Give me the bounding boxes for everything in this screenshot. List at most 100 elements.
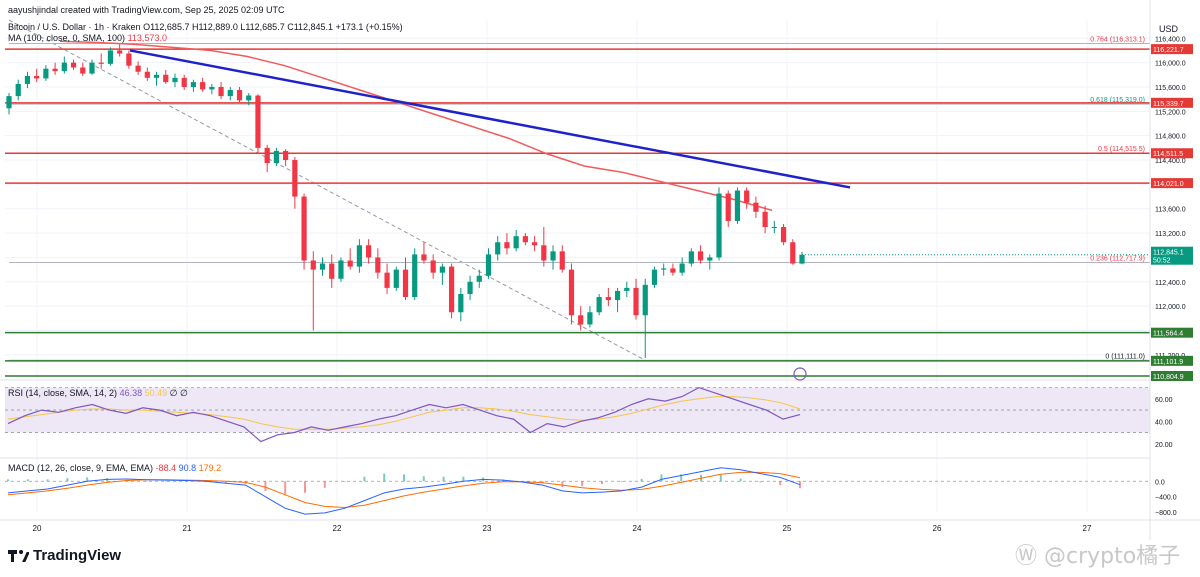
candle-body	[661, 268, 667, 270]
current-price-tag	[1151, 246, 1193, 265]
macd-histogram-bar	[759, 481, 762, 483]
countdown-label: 50:52	[1153, 258, 1171, 265]
candle-body	[568, 269, 575, 316]
candle-body	[642, 284, 648, 316]
tradingview-logo-text: TradingView	[33, 547, 122, 564]
macd-histogram-bar	[739, 478, 742, 482]
symbol-title[interactable]: Bitcoin / U.S. Dollar · 1h · Kraken	[8, 22, 141, 32]
candle-body	[651, 269, 658, 285]
candle-body	[393, 269, 399, 288]
macd-histogram-bar	[304, 481, 306, 493]
candle-body	[236, 90, 243, 101]
watermark: Ⓦ @crypto橘子	[1015, 544, 1181, 569]
fib-level-label: 0.618 (115,319.0)	[1090, 97, 1145, 104]
candle-body	[310, 260, 316, 270]
time-axis[interactable]: 20 21 22 23 24 25 26 27	[33, 524, 1092, 533]
support-price-tag	[1151, 327, 1193, 338]
candle-body	[550, 251, 556, 261]
macd-histogram-bar	[680, 474, 683, 482]
macd-histogram-bar	[343, 481, 346, 483]
macd-histogram-bar	[26, 479, 29, 482]
fib-level-label: 0.5 (114,515.5)	[1098, 146, 1145, 153]
candle-body	[283, 150, 289, 161]
candle-body	[384, 272, 390, 288]
candle-body	[587, 312, 593, 325]
macd-histogram-bar	[185, 481, 188, 482]
y-tick-label: 113,600.0	[1155, 207, 1186, 214]
tradingview-logo[interactable]: TradingView	[8, 547, 121, 564]
candle-body	[799, 254, 805, 264]
fib-level-label: 0 (111,111.0)	[1105, 353, 1145, 360]
macd-y-tick-label: −400.0	[1155, 495, 1177, 502]
y-tick-label: 115,600.0	[1155, 85, 1186, 92]
candle-body	[780, 227, 787, 243]
candle-body	[356, 245, 362, 267]
x-tick-label: 25	[783, 524, 792, 533]
y-tick-label: 114,800.0	[1155, 134, 1186, 141]
macd-histogram-bar	[403, 474, 405, 482]
candle-body	[716, 193, 722, 258]
candle-body	[412, 254, 418, 298]
rsi-y-tick-label: 20.00	[1155, 442, 1173, 449]
macd-panel	[5, 467, 1150, 515]
resistance-price-tag	[1151, 97, 1193, 108]
currency-label[interactable]: USD	[1159, 24, 1179, 34]
candle-body	[531, 242, 538, 246]
macd-legend-title: MACD (12, 26, close, 9, EMA, EMA)	[8, 463, 154, 473]
x-tick-label: 20	[33, 524, 42, 533]
rsi-legend[interactable]: RSI (14, close, SMA, 14, 2) 46.38 50.49 …	[8, 388, 188, 399]
resistance-price-tag	[1151, 178, 1193, 189]
x-tick-label: 23	[483, 524, 492, 533]
candle-body	[80, 67, 86, 74]
resistance-price-label: 114,511.5	[1153, 151, 1183, 158]
macd-histogram-bar	[561, 481, 564, 488]
candle-body	[402, 269, 409, 298]
macd-legend[interactable]: MACD (12, 26, close, 9, EMA, EMA) -88.4 …	[8, 463, 221, 473]
rsi-legend-sma: 50.49	[144, 388, 168, 398]
ma-legend[interactable]: MA (100, close, 0, SMA, 100) 113,573.0	[8, 33, 167, 43]
ohlc-values: O112,685.7 H112,889.0 L112,685.7 C112,84…	[143, 22, 403, 32]
candle-body	[98, 62, 104, 64]
macd-histogram-bar	[462, 476, 465, 482]
candle-body	[34, 76, 40, 79]
candle-body	[301, 196, 307, 261]
candle-body	[190, 82, 197, 87]
candle-body	[467, 281, 473, 294]
candle-body	[697, 251, 704, 261]
rsi-sma-line	[7, 396, 801, 430]
candle-body	[172, 77, 178, 83]
support-price-tag	[1151, 355, 1193, 366]
candle-body	[513, 236, 519, 249]
rsi-legend-upper: ∅	[169, 388, 178, 398]
candle-body	[273, 150, 280, 164]
candle-body	[790, 242, 796, 264]
candle-body	[504, 242, 510, 249]
support-price-label: 110,804.9	[1153, 374, 1184, 381]
level-labels: 0.764 (116,313.1) 0.618 (115,319.0) 0.5 (1…	[793, 37, 1193, 381]
ohlc-line: Bitcoin / U.S. Dollar · 1h · Kraken O112…	[8, 22, 403, 32]
candle-body	[605, 297, 611, 301]
candle-body	[430, 260, 436, 273]
macd-y-tick-label: 0.0	[1155, 479, 1165, 486]
candle-body	[734, 190, 741, 221]
x-tick-label: 22	[333, 524, 342, 533]
support-price-label: 111,101.9	[1153, 359, 1183, 366]
candle-body	[679, 263, 685, 273]
candle-body	[578, 315, 584, 325]
candle-body	[246, 95, 252, 101]
replay-icon[interactable]	[793, 367, 807, 381]
macd-histogram-bar	[601, 481, 603, 484]
rsi-legend-value: 46.38	[119, 388, 143, 398]
candle-body	[614, 290, 621, 301]
candle-body	[264, 147, 270, 164]
candle-body	[522, 236, 528, 243]
candle-body	[338, 260, 344, 279]
macd-histogram-bar	[383, 473, 386, 482]
candle-body	[707, 257, 713, 261]
ma-100-line	[59, 40, 773, 212]
support-price-tag	[1151, 371, 1193, 381]
rsi-legend-lower: ∅	[180, 388, 188, 398]
macd-y-tick-label: −800.0	[1155, 510, 1177, 517]
y-tick-label: 116,000.0	[1155, 61, 1186, 68]
